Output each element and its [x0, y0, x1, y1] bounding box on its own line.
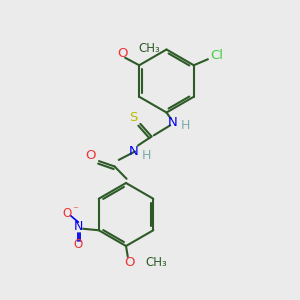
Text: O: O: [125, 256, 135, 269]
Text: CH₃: CH₃: [138, 42, 160, 55]
Text: CH₃: CH₃: [145, 256, 167, 269]
Text: O: O: [62, 207, 71, 220]
Text: N: N: [168, 116, 177, 129]
Text: N: N: [128, 145, 138, 158]
Text: H: H: [181, 118, 190, 132]
Text: O: O: [85, 148, 96, 162]
Text: O: O: [74, 238, 83, 251]
Text: H: H: [142, 149, 151, 162]
Text: N: N: [74, 220, 83, 233]
Text: S: S: [129, 111, 138, 124]
Text: ⁻: ⁻: [72, 205, 78, 215]
Text: O: O: [117, 47, 128, 60]
Text: Cl: Cl: [210, 49, 224, 62]
